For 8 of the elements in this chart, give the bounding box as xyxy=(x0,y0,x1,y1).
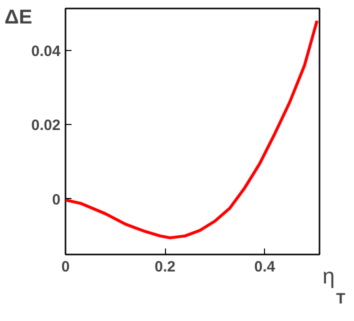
x-tick-label: 0.4 xyxy=(254,258,276,276)
y-tick-label: 0.02 xyxy=(31,117,61,134)
line-series xyxy=(66,19,319,240)
y-tick-label: 0.04 xyxy=(31,42,62,60)
x-axis-title: ηT xyxy=(322,264,346,308)
x-tick-label: 0.2 xyxy=(154,258,176,276)
y-tick-label: 0 xyxy=(52,191,60,208)
y-axis-title: ΔE xyxy=(4,6,32,28)
